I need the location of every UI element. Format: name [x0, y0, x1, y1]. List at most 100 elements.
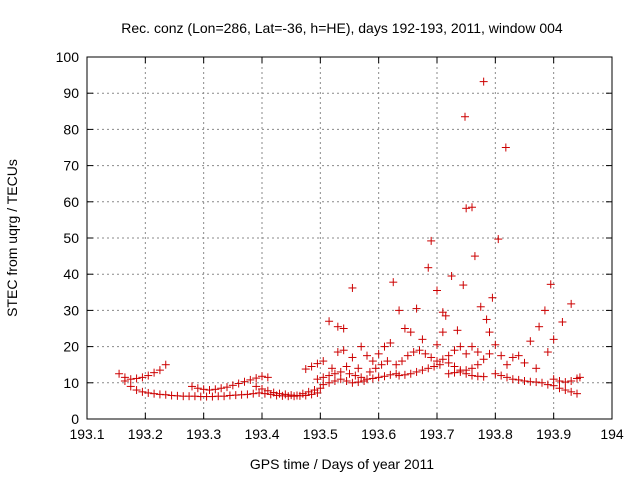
data-point — [342, 376, 351, 385]
data-point — [403, 351, 412, 360]
data-point — [395, 371, 404, 380]
x-tick-label: 193.6 — [361, 426, 396, 442]
data-point — [319, 373, 328, 382]
data-point — [424, 364, 433, 373]
data-point — [354, 364, 363, 373]
data-point — [228, 381, 237, 390]
data-point — [269, 388, 278, 397]
data-point — [392, 360, 401, 369]
data-point — [330, 376, 339, 385]
data-point — [330, 369, 339, 378]
data-point — [561, 386, 570, 395]
data-point — [380, 342, 389, 351]
data-point — [444, 351, 453, 360]
data-point — [348, 353, 357, 362]
y-tick-label: 50 — [63, 230, 79, 246]
data-point — [246, 375, 255, 384]
y-tick-label: 60 — [63, 194, 79, 210]
data-point — [491, 340, 500, 349]
data-point — [144, 371, 153, 380]
data-point — [217, 384, 226, 393]
data-point — [263, 386, 272, 395]
data-point — [374, 373, 383, 382]
chart-title: Rec. conz (Lon=286, Lat=-36, h=HE), days… — [121, 20, 563, 36]
data-point — [462, 349, 471, 358]
x-tick-label: 193.9 — [536, 426, 571, 442]
data-point — [543, 348, 552, 357]
data-point — [561, 378, 570, 387]
data-point — [301, 365, 310, 374]
data-point — [543, 380, 552, 389]
data-point — [433, 286, 441, 295]
data-point — [546, 280, 555, 289]
x-tick-label: 194 — [600, 426, 624, 442]
data-point — [491, 369, 500, 378]
data-point — [400, 370, 409, 379]
data-point — [223, 383, 231, 392]
data-point — [535, 322, 544, 331]
data-point — [374, 349, 383, 358]
data-point — [421, 349, 430, 358]
x-tick-label: 193.8 — [478, 426, 513, 442]
data-point — [514, 351, 523, 360]
data-point — [275, 389, 284, 398]
data-point — [325, 371, 334, 380]
data-point — [406, 369, 415, 378]
data-point — [479, 355, 488, 364]
data-point — [368, 357, 377, 366]
data-point — [567, 387, 576, 396]
x-tick-label: 193.7 — [419, 426, 454, 442]
data-point — [520, 376, 529, 385]
data-point — [258, 384, 266, 393]
data-point — [526, 337, 535, 346]
data-point — [412, 304, 421, 313]
y-tick-label: 20 — [63, 339, 79, 355]
data-point — [354, 378, 363, 387]
data-point — [377, 360, 386, 369]
data-point — [430, 362, 439, 371]
data-point — [383, 357, 392, 366]
data-point — [462, 204, 471, 213]
data-point — [386, 370, 395, 379]
data-point — [476, 302, 485, 311]
data-point — [351, 371, 360, 380]
data-point — [126, 382, 135, 391]
data-point — [567, 299, 576, 308]
data-point — [263, 373, 272, 382]
data-point — [406, 328, 415, 337]
data-point — [252, 374, 261, 383]
data-point — [456, 367, 465, 376]
data-point — [479, 372, 488, 381]
data-point — [307, 362, 316, 371]
data-point — [150, 368, 159, 377]
data-point — [298, 389, 307, 398]
data-point — [508, 353, 517, 362]
data-point — [150, 389, 159, 398]
data-point — [365, 367, 374, 376]
data-point — [211, 385, 220, 394]
data-point — [313, 375, 322, 384]
data-point — [138, 373, 147, 382]
data-point — [427, 353, 436, 362]
y-tick-label: 100 — [56, 49, 80, 65]
data-point — [459, 281, 468, 290]
data-point — [386, 338, 395, 347]
data-point — [555, 376, 564, 385]
data-point — [555, 384, 564, 393]
data-point — [412, 367, 421, 376]
data-point — [348, 283, 357, 292]
data-point — [368, 374, 377, 383]
data-point — [132, 386, 141, 395]
data-point — [433, 340, 441, 349]
y-tick-label: 80 — [63, 121, 79, 137]
data-point — [363, 351, 371, 360]
data-point — [339, 346, 348, 355]
data-point — [132, 374, 141, 383]
data-point — [468, 364, 476, 373]
data-point — [342, 362, 351, 371]
data-point — [444, 358, 453, 367]
data-point — [520, 358, 529, 367]
data-point — [249, 389, 258, 398]
